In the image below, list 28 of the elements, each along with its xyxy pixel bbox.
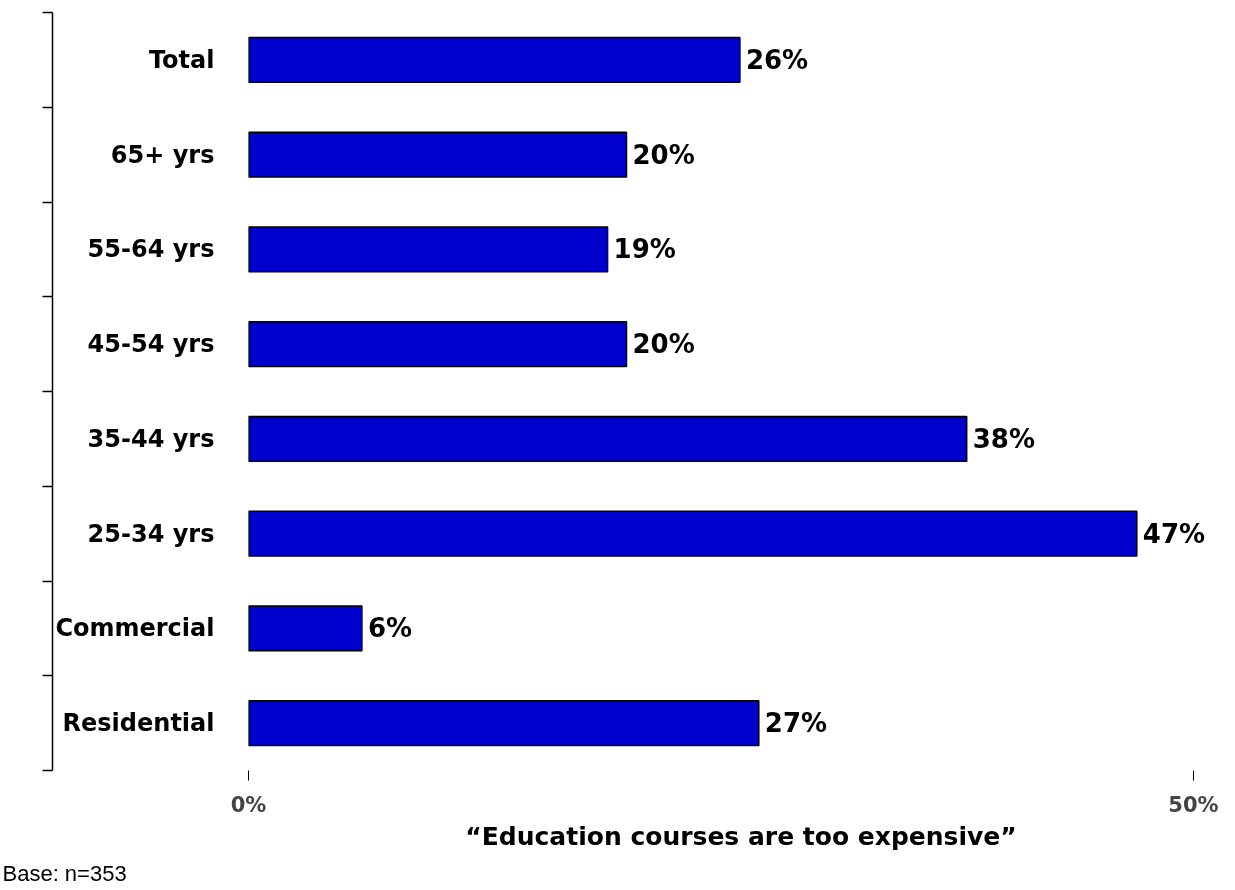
- bar: [248, 321, 628, 368]
- bar: [248, 36, 741, 83]
- data-label: 20%: [632, 329, 695, 360]
- bar: [248, 700, 760, 747]
- y-tick-label: 25-34 yrs: [87, 519, 215, 548]
- data-label: 38%: [972, 423, 1035, 454]
- y-tick-label: 45-54 yrs: [87, 330, 215, 359]
- y-tick-label: Total: [148, 45, 215, 74]
- data-label: 27%: [764, 708, 828, 739]
- bar: [248, 226, 609, 273]
- text: Base: n=353: [2, 860, 127, 886]
- data-label: 47%: [1142, 518, 1206, 549]
- bar: [248, 605, 363, 652]
- data-label: 6%: [367, 613, 413, 644]
- bar: [248, 131, 628, 178]
- bar: [248, 415, 968, 462]
- bar: [248, 510, 1138, 557]
- y-tick-label: Residential: [62, 709, 215, 738]
- y-tick-label: 35-44 yrs: [87, 424, 215, 453]
- x-tick-label: 0%: [230, 792, 267, 817]
- data-label: 26%: [745, 44, 809, 75]
- x-axis-title: “Education courses are too expensive”: [465, 821, 1017, 851]
- y-tick-label: 65+ yrs: [110, 140, 215, 169]
- x-tick-label: 50%: [1168, 792, 1219, 817]
- data-label: 20%: [632, 139, 695, 170]
- y-tick-label: 55-64 yrs: [87, 235, 215, 264]
- y-tick-label: Commercial: [55, 614, 215, 643]
- data-label: 19%: [613, 234, 676, 265]
